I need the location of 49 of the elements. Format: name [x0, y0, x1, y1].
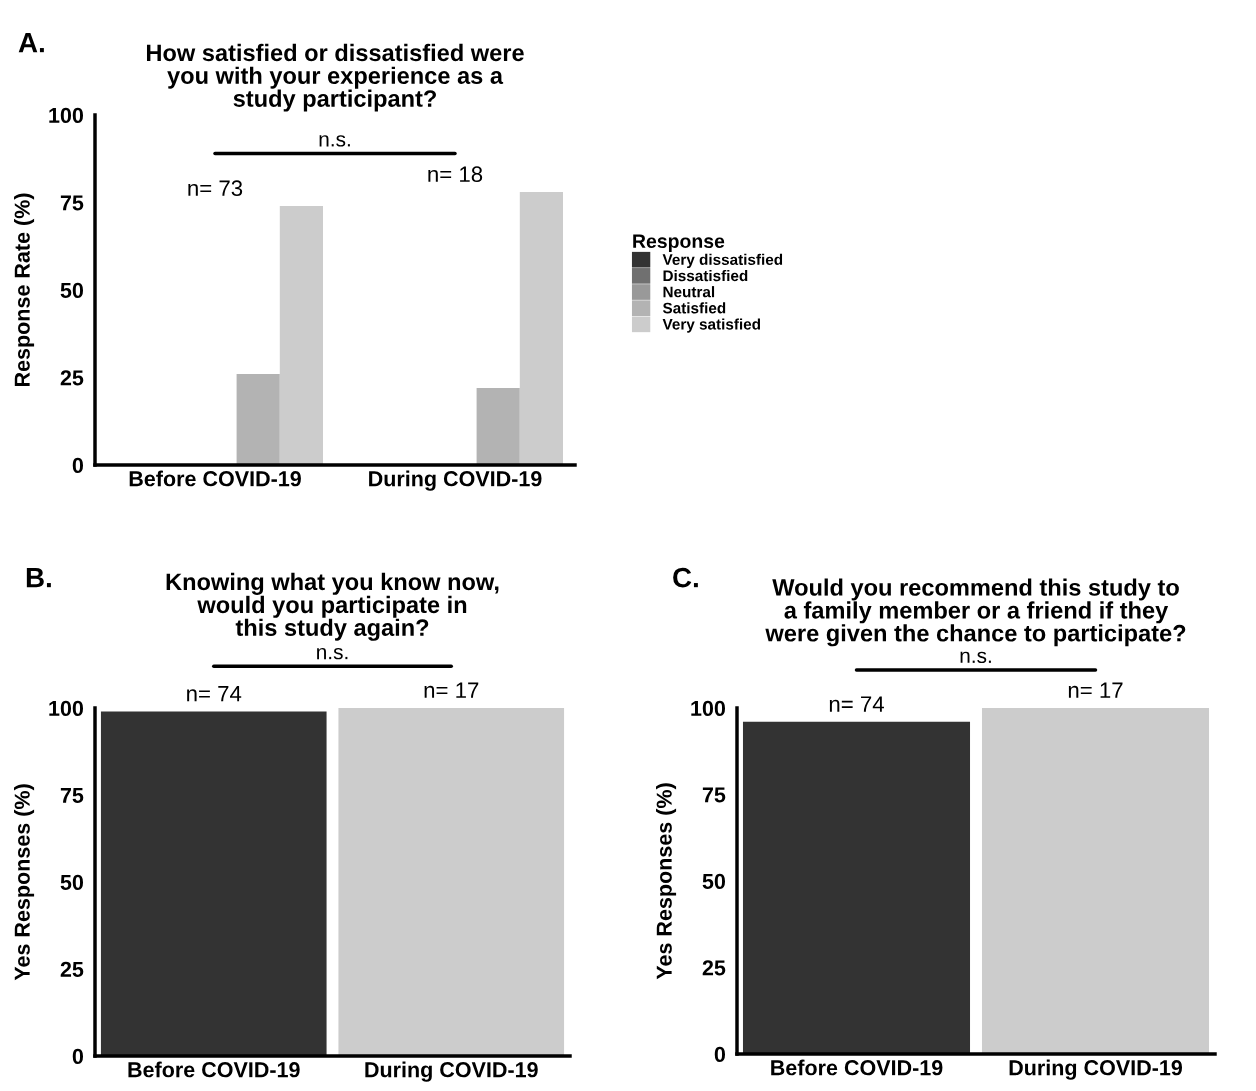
- legend-label: Very satisfied: [662, 318, 761, 333]
- x-tick-label: During COVID-19: [365, 1061, 538, 1082]
- y-tick-label: 0: [72, 457, 84, 474]
- text: A.: [18, 33, 44, 53]
- x-tick-label: During COVID-19: [1009, 1059, 1183, 1080]
- annotation: n.s.: [319, 135, 350, 147]
- x-tick-label: Before COVID-19: [128, 1061, 300, 1078]
- bar: [476, 388, 520, 465]
- text: n= 74: [187, 686, 242, 702]
- y-tick-label: 75: [60, 787, 84, 804]
- legend-label: Dissatisfied: [663, 269, 748, 282]
- y-tick-label: 0: [72, 1048, 84, 1065]
- y-tick-label: 100: [49, 700, 84, 717]
- y-tick-label: 0: [714, 1046, 726, 1063]
- legend-label: Neutral: [663, 286, 715, 298]
- y-tick-label: 75: [60, 195, 84, 211]
- chart-title: Would you recommend this study to a family member or a friend if they were given the chance to participate?: [765, 578, 1186, 647]
- legend-title: Response: [633, 234, 725, 252]
- text: B.: [26, 568, 51, 588]
- legend-label: Satisfied: [662, 302, 726, 314]
- y-tick-label: 50: [702, 873, 726, 890]
- bar: [279, 206, 323, 465]
- chart-title: How satisfied or dissatisfied were you with your experience as a study participant?: [146, 43, 524, 112]
- y-tick-label: 25: [60, 961, 84, 978]
- text: n= 17: [424, 682, 479, 698]
- y-axis-title: Yes Responses (%): [656, 783, 677, 980]
- text: C.: [673, 567, 698, 588]
- y-tick-label: 100: [49, 107, 84, 124]
- legend-label: Very dissatisfied: [662, 253, 783, 269]
- annotation: n= 73: [188, 180, 243, 197]
- annotation: n= 74: [829, 696, 884, 712]
- y-tick-label: 50: [60, 874, 84, 891]
- y-tick-label: 25: [60, 370, 84, 386]
- y-tick-label: 100: [691, 700, 726, 717]
- text: n= 17: [1068, 682, 1123, 698]
- y-tick-label: 50: [60, 282, 84, 299]
- text: n.s.: [960, 651, 991, 664]
- y-tick-label: 25: [702, 960, 726, 976]
- x-tick-label: Before COVID-19: [771, 1059, 943, 1076]
- text: n.s.: [317, 647, 348, 660]
- y-axis-title: Yes Responses (%): [14, 784, 35, 981]
- x-tick-label: During COVID-19: [369, 470, 542, 491]
- chart-title: Knowing what you know now, would you participate in this study again?: [166, 572, 499, 641]
- x-tick-label: Before COVID-19: [129, 470, 301, 487]
- y-tick-label: 75: [702, 787, 726, 803]
- annotation: n= 18: [428, 166, 483, 183]
- bar: [519, 192, 563, 465]
- bar: [236, 374, 280, 465]
- y-axis-title: Response Rate (%): [14, 193, 35, 387]
